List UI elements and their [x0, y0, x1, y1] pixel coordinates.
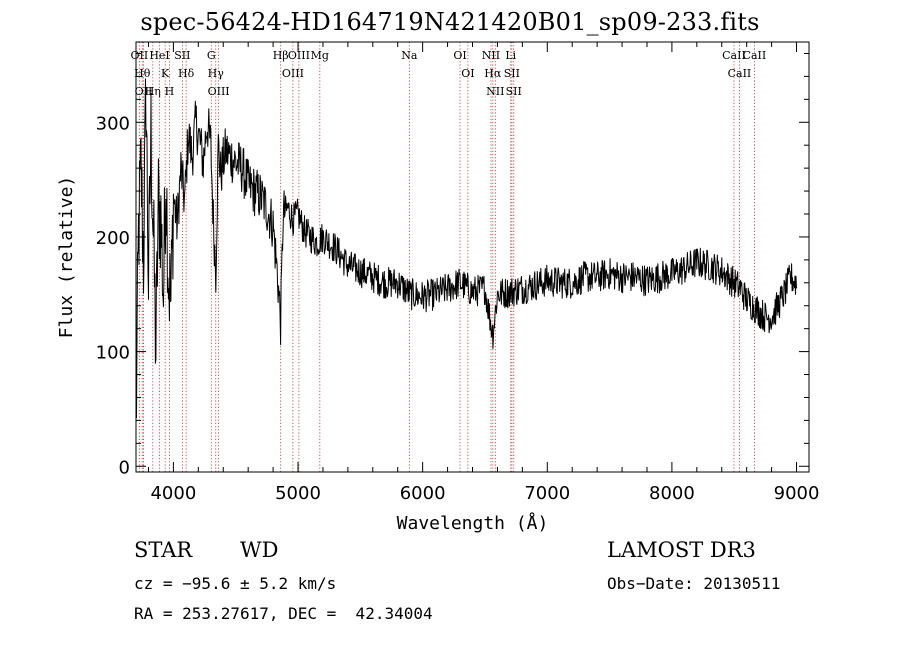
x-tick-label: 7000	[524, 483, 570, 504]
line-marker-label: OI	[461, 67, 474, 80]
line-marker-label: G	[207, 49, 216, 62]
chart-title: spec-56424-HD164719N421420B01_sp09-233.f…	[140, 8, 760, 36]
line-marker-label: OIII	[288, 49, 310, 62]
x-tick-label: 9000	[774, 483, 820, 504]
object-class: STAR	[134, 538, 193, 562]
observation-date: Obs−Date: 20130511	[607, 574, 781, 593]
line-marker-label: Hα	[484, 67, 502, 80]
line-marker-label: Hθ	[134, 67, 151, 80]
line-marker-label: HeI	[149, 49, 169, 62]
coordinates: RA = 253.27617, DEC = 42.34004	[134, 604, 433, 623]
line-markers	[138, 42, 755, 472]
line-marker-label: Li	[505, 49, 516, 62]
line-marker-label: SII	[506, 85, 522, 98]
x-tick-label: 4000	[150, 483, 196, 504]
line-marker-label: NII	[482, 49, 500, 62]
y-tick-label: 300	[96, 113, 130, 134]
line-marker-label: Na	[401, 49, 418, 62]
y-tick-label: 200	[96, 228, 130, 249]
line-marker-label: Mg	[311, 49, 329, 62]
axis-tick-labels: 4000 5000 6000 7000 8000 9000 0 100 200 300	[96, 113, 820, 504]
line-marker-label: OI	[453, 49, 466, 62]
line-marker-label: NII	[486, 85, 504, 98]
survey-name: LAMOST DR3	[607, 538, 756, 562]
y-tick-label: 100	[96, 343, 130, 364]
x-tick-label: 5000	[275, 483, 321, 504]
line-marker-label: CaII	[728, 67, 752, 80]
line-marker-label: Hβ	[273, 49, 289, 62]
line-marker-label: K	[161, 67, 170, 80]
line-marker-label: CaII	[722, 49, 746, 62]
line-marker-label: CaII	[743, 49, 767, 62]
axis-ticks	[136, 42, 809, 472]
y-tick-label: 0	[119, 457, 130, 478]
line-marker-label: Hγ	[208, 67, 225, 80]
line-marker-label: OIII	[208, 85, 230, 98]
x-tick-label: 6000	[400, 483, 446, 504]
object-subclass: WD	[240, 538, 279, 562]
line-marker-label: Hδ	[178, 67, 195, 80]
line-marker-label: OIII	[282, 67, 304, 80]
line-marker-label: OII	[135, 85, 153, 98]
line-marker-label: SII	[504, 67, 520, 80]
y-axis-label: Flux (relative)	[56, 176, 77, 339]
spectrum-line	[135, 78, 797, 418]
x-tick-label: 8000	[649, 483, 695, 504]
x-axis-label: Wavelength (Å)	[397, 512, 549, 534]
line-marker-label: H	[165, 85, 175, 98]
redshift-info: cz = −95.6 ± 5.2 km/s	[134, 574, 337, 593]
line-marker-label: OII	[131, 49, 149, 62]
line-marker-label: Hη	[145, 85, 161, 98]
line-marker-label: SII	[174, 49, 190, 62]
